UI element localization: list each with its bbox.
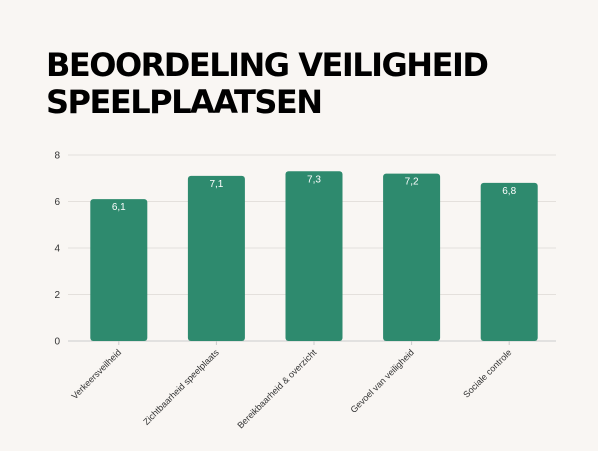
data-label: 7,2 bbox=[405, 177, 419, 188]
data-label: 6,8 bbox=[502, 186, 516, 197]
y-tick-label: 6 bbox=[54, 197, 60, 208]
data-label: 6,1 bbox=[112, 202, 126, 213]
data-label: 7,3 bbox=[307, 174, 321, 185]
y-tick-label: 2 bbox=[54, 290, 60, 301]
x-axis: Verkeersveilheid Zichtbaarheid speelplaat… bbox=[69, 341, 514, 430]
category-label: Verkeersveilheid bbox=[69, 347, 123, 401]
category-label: Zichtbaarheid speelplaats bbox=[141, 347, 221, 427]
category-label: Gevoel van veiligheid bbox=[348, 347, 416, 415]
bar bbox=[480, 182, 538, 341]
category-label: Bereikbaarheid & overzicht bbox=[235, 347, 318, 430]
category-label: Sociale controle bbox=[461, 347, 513, 399]
y-tick-label: 4 bbox=[54, 244, 60, 255]
data-label: 7,1 bbox=[209, 179, 223, 190]
y-tick-label: 0 bbox=[54, 337, 60, 348]
bars: 6,1 7,1 7,3 7,2 6,8 bbox=[90, 171, 538, 341]
bar bbox=[383, 173, 441, 341]
bar bbox=[90, 199, 148, 341]
chart-title: BEOORDELING VEILIGHEID SPEELPLAATSEN bbox=[46, 46, 489, 121]
y-tick-label: 8 bbox=[54, 151, 60, 162]
bar bbox=[285, 171, 343, 341]
bar bbox=[187, 175, 245, 341]
y-axis: 0 2 4 6 8 bbox=[54, 151, 60, 348]
